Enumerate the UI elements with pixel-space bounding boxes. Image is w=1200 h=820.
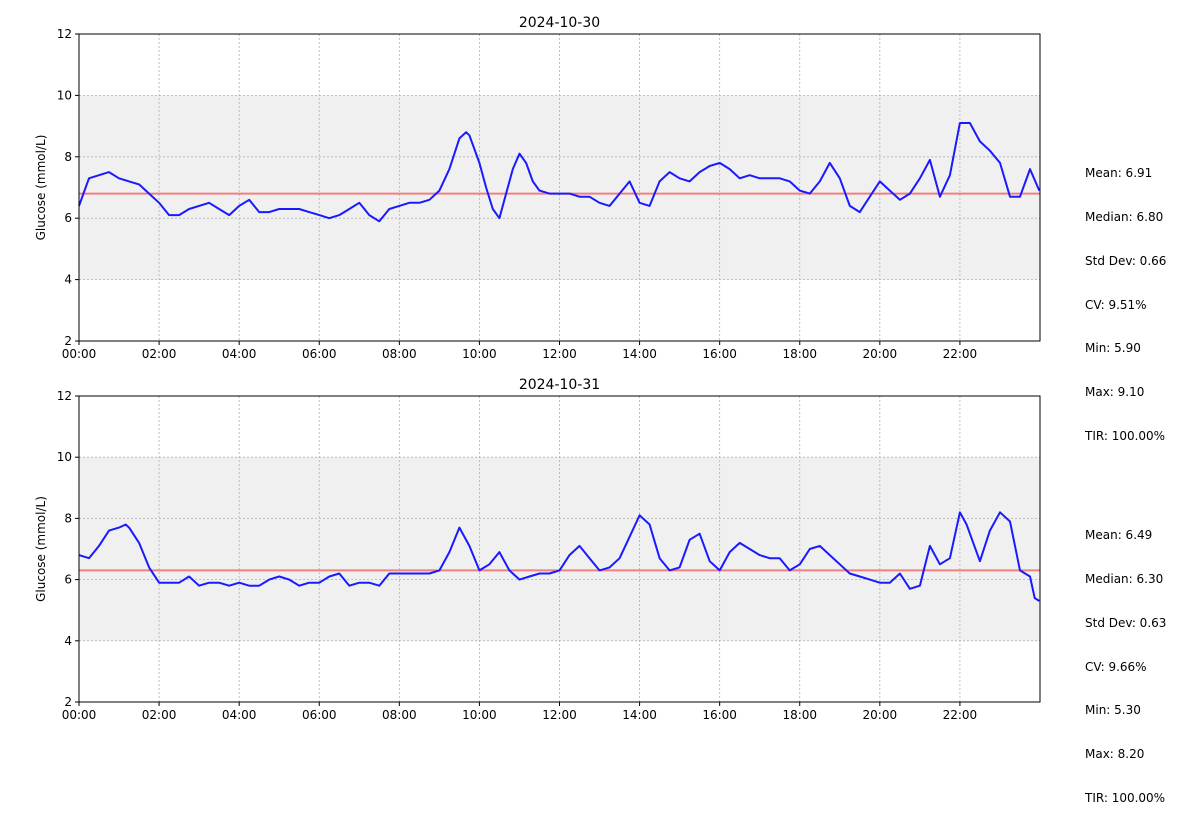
chart-title: 2024-10-30 [519, 15, 600, 31]
x-tick-label: 00:00 [62, 708, 97, 722]
stat-median: Median: 6.80 [1085, 209, 1164, 224]
stat-mean: Mean: 6.49 [1085, 528, 1153, 543]
stat-std-dev: Std Dev: 0.66 [1085, 253, 1167, 268]
x-tick-label: 04:00 [222, 708, 257, 722]
stat-max: Max: 9.10 [1085, 385, 1145, 400]
y-tick-label: 4 [64, 634, 72, 648]
x-tick-label: 16:00 [702, 347, 737, 361]
stat-tir: TIR: 100.00% [1085, 428, 1166, 443]
x-tick-label: 08:00 [382, 347, 417, 361]
y-tick-label: 12 [57, 389, 72, 403]
x-tick-label: 14:00 [622, 347, 657, 361]
x-tick-label: 18:00 [782, 347, 817, 361]
stat-cv: CV: 9.66% [1085, 659, 1147, 674]
x-tick-label: 20:00 [863, 708, 898, 722]
x-tick-label: 08:00 [382, 708, 417, 722]
stat-min: Min: 5.90 [1085, 341, 1141, 356]
stat-min: Min: 5.30 [1085, 703, 1141, 718]
x-tick-label: 18:00 [782, 708, 817, 722]
stat-max: Max: 8.20 [1085, 747, 1145, 762]
x-tick-label: 12:00 [542, 347, 577, 361]
stat-median: Median: 6.30 [1085, 571, 1164, 586]
x-tick-label: 16:00 [702, 708, 737, 722]
glucose-series-line [78, 122, 1041, 223]
chart-title: 2024-10-31 [519, 377, 600, 393]
stat-tir: TIR: 100.00% [1085, 790, 1166, 805]
x-tick-label: 02:00 [142, 347, 177, 361]
glucose-series-line [78, 511, 1040, 602]
y-tick-label: 6 [64, 211, 72, 225]
x-tick-label: 22:00 [943, 708, 978, 722]
stat-mean: Mean: 6.91 [1085, 166, 1153, 181]
x-tick-label: 04:00 [222, 347, 257, 361]
x-tick-label: 00:00 [62, 347, 97, 361]
y-tick-label: 10 [57, 88, 72, 102]
y-axis-label: Glucose (mmol/L) [34, 135, 48, 241]
stats-box-1: Mean: 6.91 Median: 6.80 Std Dev: 0.66 CV… [1085, 137, 1166, 458]
x-tick-label: 22:00 [943, 347, 978, 361]
y-tick-label: 4 [64, 273, 72, 287]
stat-cv: CV: 9.51% [1085, 297, 1147, 312]
y-tick-label: 10 [57, 450, 72, 464]
y-tick-label: 8 [64, 150, 72, 164]
y-tick-label: 2 [64, 695, 72, 709]
x-tick-label: 10:00 [462, 708, 497, 722]
y-tick-label: 8 [64, 511, 72, 525]
y-tick-label: 6 [64, 573, 72, 587]
x-tick-label: 02:00 [142, 708, 177, 722]
x-tick-label: 12:00 [542, 708, 577, 722]
stat-std-dev: Std Dev: 0.63 [1085, 615, 1167, 630]
x-tick-label: 06:00 [302, 708, 337, 722]
stats-box-2: Mean: 6.49 Median: 6.30 Std Dev: 0.63 CV… [1085, 499, 1166, 820]
y-tick-label: 12 [57, 27, 72, 41]
y-tick-label: 2 [64, 334, 72, 348]
x-tick-label: 20:00 [863, 347, 898, 361]
y-axis-label: Glucose (mmol/L) [34, 496, 48, 602]
glucose-charts: 2 4 6 8 10 12 00:00 02:00 04:00 06:00 08:00 10:00 12… [34, 15, 1041, 722]
x-tick-label: 10:00 [462, 347, 497, 361]
x-tick-label: 14:00 [622, 708, 657, 722]
x-tick-label: 06:00 [302, 347, 337, 361]
